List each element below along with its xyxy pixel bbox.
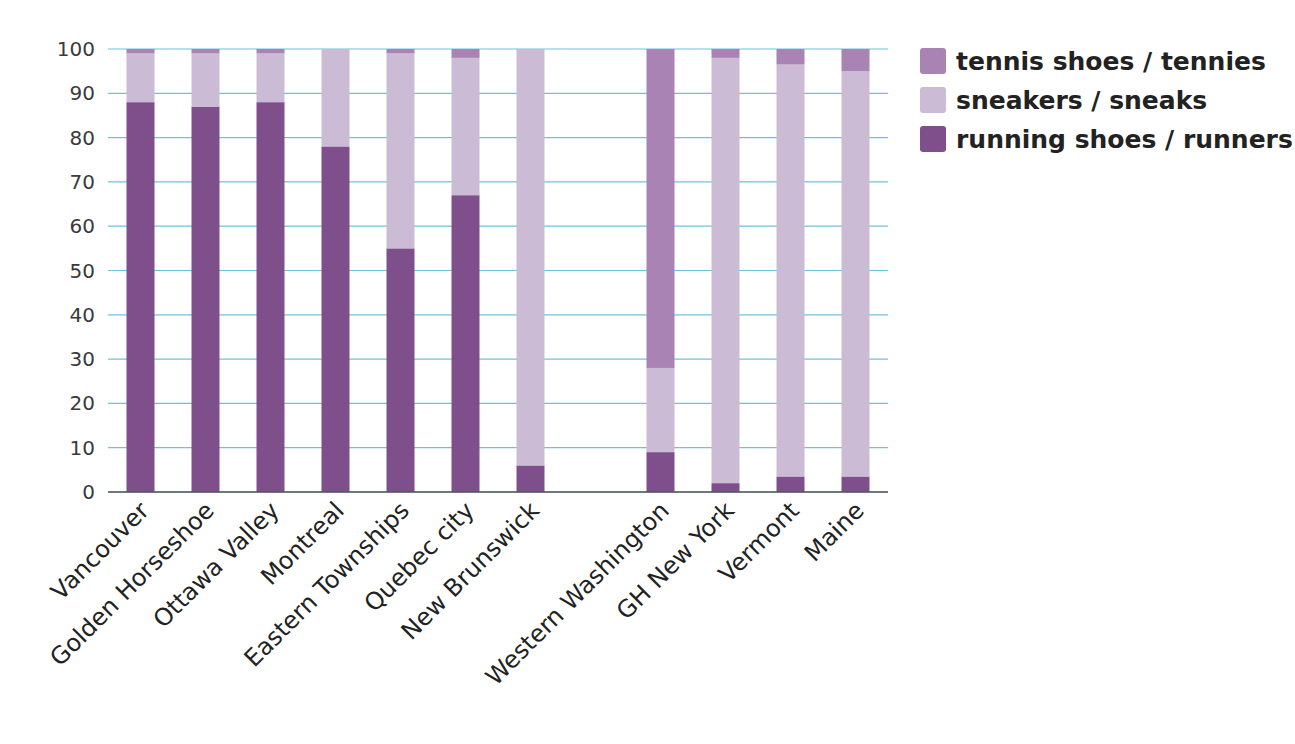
bar-segment — [777, 476, 805, 492]
grid-line — [108, 270, 888, 271]
bar-segment — [647, 368, 675, 452]
bar-segment — [712, 483, 740, 492]
bar-segment — [322, 49, 350, 146]
bar-segment — [192, 53, 220, 106]
bar-segment — [452, 49, 480, 58]
bar-segment — [127, 102, 155, 492]
x-tick-label: Maine — [799, 496, 870, 567]
y-tick-label: 40 — [70, 303, 95, 327]
legend: tennis shoes / tennies sneakers / sneaks r… — [920, 47, 1293, 154]
bar-segment — [777, 65, 805, 477]
bar-segment — [387, 49, 415, 53]
bar-segment — [647, 452, 675, 492]
grid-line — [108, 181, 888, 182]
bar-segment — [842, 476, 870, 492]
y-tick-label: 100 — [57, 37, 95, 61]
y-tick-label: 0 — [82, 480, 95, 504]
bar-segment — [257, 102, 285, 492]
grid-line — [108, 491, 888, 492]
x-axis — [108, 491, 888, 493]
legend-label: tennis shoes / tennies — [956, 47, 1266, 76]
grid-line — [108, 314, 888, 315]
bar-segment — [452, 195, 480, 492]
grid-line — [108, 359, 888, 360]
grid-line — [108, 93, 888, 94]
grid-line — [108, 226, 888, 227]
bar-segment — [387, 248, 415, 492]
bar-segment — [192, 107, 220, 492]
y-tick-label: 50 — [70, 259, 95, 283]
y-tick-label: 10 — [70, 436, 95, 460]
legend-label: running shoes / runners — [956, 125, 1293, 154]
bar-segment — [842, 49, 870, 71]
y-tick-label: 70 — [70, 170, 95, 194]
bar-segment — [452, 58, 480, 195]
bar-segment — [712, 58, 740, 483]
grid-line — [108, 447, 888, 448]
bar-segment — [322, 49, 350, 50]
bar-segment — [257, 53, 285, 102]
bar-segment — [387, 53, 415, 248]
y-tick-label: 60 — [70, 214, 95, 238]
bar-segment — [127, 53, 155, 102]
legend-swatch — [920, 87, 946, 113]
bar-segment — [192, 49, 220, 53]
bar-segment — [322, 146, 350, 492]
y-tick-label: 90 — [70, 81, 95, 105]
bar-segment — [842, 71, 870, 476]
grid-line — [108, 137, 888, 138]
grid — [108, 49, 888, 492]
y-tick-label: 80 — [70, 126, 95, 150]
bar-segment — [517, 465, 545, 492]
bars — [127, 49, 870, 492]
x-tick-label: New Brunswick — [396, 496, 545, 645]
x-tick-label: Vermont — [713, 496, 805, 588]
y-tick-label: 20 — [70, 391, 95, 415]
grid-line — [108, 48, 888, 49]
chart: 0102030405060708090100VancouverGolden Ho… — [0, 0, 1295, 744]
bar-segment — [517, 49, 545, 50]
legend-swatch — [920, 48, 946, 74]
legend-swatch — [920, 126, 946, 152]
y-tick-label: 30 — [70, 347, 95, 371]
bar-segment — [257, 49, 285, 53]
bar-segment — [127, 49, 155, 53]
bar-segment — [777, 49, 805, 65]
grid-line — [108, 403, 888, 404]
legend-label: sneakers / sneaks — [956, 86, 1207, 115]
bar-segment — [517, 49, 545, 465]
bar-segment — [647, 49, 675, 368]
bar-segment — [712, 49, 740, 58]
